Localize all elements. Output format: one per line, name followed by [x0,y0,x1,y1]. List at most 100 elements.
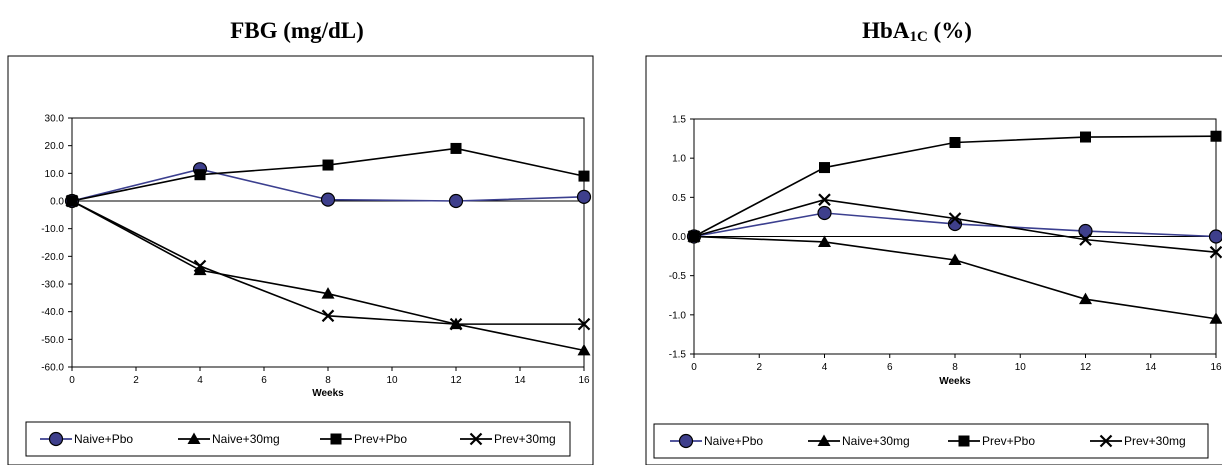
fbg-legend-label-naive-30mg: Naive+30mg [212,432,280,446]
fbg-chart-title: FBG (mg/dL) [230,18,364,43]
hba1c-series-group [686,130,1222,324]
fbg-series-line-prev-30mg [71,200,584,325]
hba1c-point-prev-30mg [948,212,962,225]
fbg-point-prev-30mg [65,194,79,208]
fbg-y-tick-label: 0.0 [50,197,64,208]
fbg-y-axis: 30.0 20.0 10.0 0.0 -10.0 -20.0 -30.0 -40.0 -50.0… [41,114,72,374]
fbg-point-prev-30mg [321,309,335,323]
fbg-point-prev-30mg [449,317,463,331]
fbg-point-prev-30mg [193,259,207,273]
hba1c-point-naive-pbo [1208,229,1222,244]
hba1c-point-naive-30mg [818,235,831,247]
hba1c-point-naive-30mg [948,253,962,265]
fbg-x-tick-label: 8 [325,375,331,386]
hba1c-legend-marker-naive-pbo [678,433,694,449]
fbg-y-tick-label: -30.0 [41,280,64,291]
hba1c-x-tick-label: 14 [1145,362,1157,373]
fbg-x-tick-label: 4 [197,375,203,386]
hba1c-y-tick-label: 0.5 [672,193,686,204]
fbg-legend-marker-prev-pbo [330,433,342,445]
hba1c-point-prev-30mg [1209,245,1222,259]
hba1c-y-axis: 1.5 1.0 0.5 0.0 -0.5 -1.0 -1.5 [669,115,694,361]
hba1c-point-prev-pbo [819,162,830,174]
fbg-x-axis: 0 2 4 6 8 10 12 14 16 [69,367,590,386]
hba1c-chart-frame [645,55,1222,465]
hba1c-legend-items: Naive+Pbo Naive+30mg Prev+Pbo Prev+30mg [670,433,1186,449]
hba1c-x-tick-label: 10 [1015,362,1027,373]
fbg-y-tick-label: -60.0 [41,363,64,374]
hba1c-x-tick-label: 8 [952,362,958,373]
hba1c-x-axis: 0 2 4 6 8 10 12 14 16 [691,354,1222,373]
fbg-legend-marker-naive-pbo [48,431,64,447]
fbg-point-naive-30mg [577,343,591,356]
fbg-y-tick-label: -10.0 [41,224,64,235]
hba1c-legend-label-naive-30mg: Naive+30mg [842,434,910,448]
hba1c-chart: HbA1C (%) 1.5 1.0 0.5 0.0 -0.5 -1.0 -1.5 0 2 4 6 8… [645,18,1222,465]
fbg-legend-label-prev-30mg: Prev+30mg [494,432,556,446]
fbg-x-tick-label: 16 [578,375,590,386]
hba1c-x-tick-label: 16 [1210,362,1222,373]
hba1c-chart-title: HbA1C (%) [862,18,972,45]
hba1c-x-tick-label: 0 [691,362,697,373]
hba1c-point-naive-30mg [1209,312,1222,324]
fbg-x-tick-label: 0 [69,375,75,386]
hba1c-point-prev-pbo [949,137,961,148]
hba1c-y-tick-label: -0.5 [669,271,687,282]
hba1c-point-naive-30mg [1079,292,1092,305]
fbg-point-naive-pbo [448,193,464,209]
hba1c-y-tick-label: 1.5 [672,115,686,126]
hba1c-x-tick-label: 2 [756,362,762,373]
fbg-point-prev-pbo [194,169,206,181]
fbg-y-tick-label: 10.0 [45,169,65,180]
hba1c-y-tick-label: -1.0 [669,310,687,321]
fbg-chart-frame [7,55,594,465]
fbg-x-tick-label: 10 [386,375,398,386]
hba1c-legend-marker-naive-30mg [817,434,831,446]
hba1c-x-tick-label: 12 [1080,362,1092,373]
fbg-x-tick-label: 2 [133,375,139,386]
hba1c-series-line-naive-30mg [693,235,1217,320]
hba1c-point-prev-30mg [1079,233,1092,246]
fbg-point-naive-pbo [320,192,336,207]
hba1c-point-prev-pbo [1080,131,1091,143]
fbg-series-line-naive-30mg [71,200,585,352]
hba1c-point-naive-pbo [1078,223,1093,239]
fbg-point-naive-pbo [576,189,592,204]
hba1c-x-tick-label: 6 [887,362,893,373]
hba1c-legend-label-prev-30mg: Prev+30mg [1124,434,1186,448]
hba1c-point-naive-pbo [817,205,832,221]
fbg-y-tick-label: -50.0 [41,335,64,346]
hba1c-x-tick-label: 4 [822,362,828,373]
fbg-x-tick-label: 6 [261,375,267,386]
hba1c-legend-label-naive-pbo: Naive+Pbo [704,434,763,448]
hba1c-x-axis-label: Weeks [939,376,971,387]
hba1c-point-prev-pbo [1210,130,1222,142]
hba1c-legend-marker-prev-pbo [958,435,970,447]
fbg-series-group [64,142,592,356]
hba1c-legend-marker-prev-30mg [1099,434,1113,448]
fbg-point-naive-30mg [321,287,335,299]
fbg-y-tick-label: 20.0 [45,141,65,152]
fbg-legend-items: Naive+Pbo Naive+30mg Prev+Pbo Prev+30mg [40,431,556,447]
fbg-x-axis-label: Weeks [312,388,344,399]
hba1c-point-prev-30mg [687,230,701,243]
fbg-point-prev-pbo [450,142,462,154]
fbg-point-prev-pbo [322,159,334,171]
fbg-point-naive-30mg [193,263,207,276]
hba1c-point-prev-30mg [818,193,831,206]
fbg-point-prev-30mg [577,317,591,331]
hba1c-y-tick-label: -1.5 [669,350,687,361]
fbg-legend-marker-prev-30mg [469,432,483,446]
fbg-legend-label-prev-pbo: Prev+Pbo [354,432,407,446]
hba1c-y-tick-label: 0.0 [672,232,686,243]
hba1c-legend-label-prev-pbo: Prev+Pbo [982,434,1035,448]
fbg-chart: FBG (mg/dL) 30.0 20.0 10.0 0.0 -10.0 -20.0 -30… [7,18,594,465]
fbg-y-tick-label: 30.0 [45,114,65,125]
hba1c-y-tick-label: 1.0 [672,154,686,165]
fbg-point-prev-pbo [578,170,590,182]
fbg-x-tick-label: 12 [450,375,462,386]
fbg-legend-marker-naive-30mg [187,432,201,444]
fbg-legend-label-naive-pbo: Naive+Pbo [74,432,133,446]
fbg-y-tick-label: -20.0 [41,252,64,263]
